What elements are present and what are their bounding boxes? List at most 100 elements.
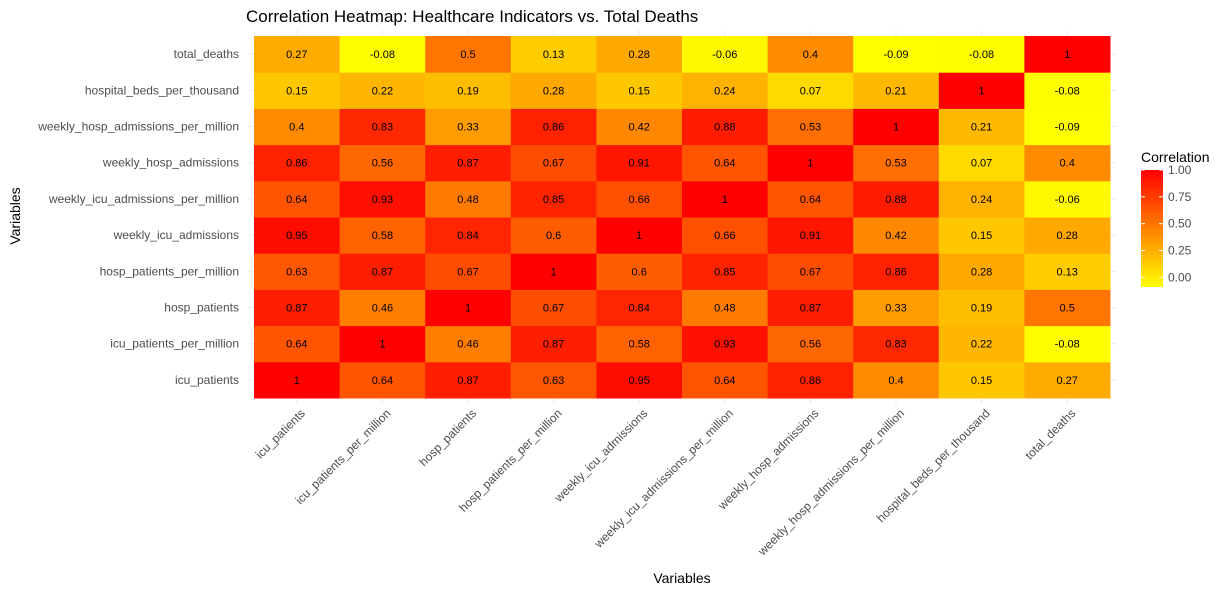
y-axis-tick-label: weekly_icu_admissions_per_million: [48, 192, 239, 206]
heatmap-cell: [510, 325, 597, 363]
heatmap-cell-label: 0.19: [971, 303, 992, 315]
heatmap-cell-label: 0.28: [543, 85, 564, 97]
heatmap-cell-label: 0.27: [1056, 375, 1077, 387]
heatmap-cell-label: 0.27: [286, 49, 307, 61]
heatmap-cell-label: 0.48: [714, 303, 735, 315]
heatmap-cell: [938, 36, 1025, 73]
y-axis-tick-label: weekly_hosp_admissions: [102, 156, 239, 170]
heatmap-cell-label: -0.08: [370, 49, 395, 61]
heatmap-cell-label: 0.87: [800, 303, 821, 315]
heatmap-cell-label: 1: [465, 303, 471, 315]
heatmap-cell-labels: 1 0.64 0.87 0.63 0.95 0.64 0.86 0.4 0.15 0.27 0.64…: [286, 49, 1080, 387]
heatmap-cell: [767, 361, 854, 399]
heatmap-cell: [596, 108, 683, 146]
y-axis-tick-labels: icu_patients icu_patients_per_million hosp…: [37, 47, 239, 387]
heatmap-cell: [510, 144, 597, 182]
heatmap-cell-label: 0.28: [628, 49, 649, 61]
heatmap-cell: [853, 36, 940, 73]
heatmap-cell: [938, 361, 1025, 399]
heatmap-cell-label: 0.5: [1060, 303, 1075, 315]
heatmap-cell: [853, 289, 940, 327]
legend-tick-label: 1.00: [1168, 163, 1192, 177]
heatmap-cell: [596, 72, 683, 109]
y-axis-tick-label: hospital_beds_per_thousand: [85, 83, 239, 97]
heatmap-cell: [938, 72, 1025, 109]
x-axis-tick-label: total_deaths: [1022, 406, 1078, 462]
heatmap-cell-label: 0.67: [543, 158, 564, 170]
heatmap-cell: [682, 325, 769, 363]
heatmap-cell: [596, 217, 683, 254]
heatmap-cell-label: 0.67: [800, 266, 821, 278]
y-axis-tick-label: weekly_hosp_admissions_per_million: [37, 120, 239, 134]
chart-title: Correlation Heatmap: Healthcare Indicato…: [246, 7, 698, 26]
x-axis-tick-label: icu_patients_per_million: [293, 406, 394, 507]
heatmap-cell-label: 0.83: [885, 339, 906, 351]
heatmap-cell: [938, 217, 1025, 254]
heatmap-cell-label: 0.5: [460, 49, 475, 61]
heatmap-cell: [938, 325, 1025, 363]
heatmap-cell: [596, 361, 683, 399]
heatmap-cell: [938, 180, 1025, 218]
heatmap-cell-label: -0.08: [1055, 85, 1080, 97]
heatmap-cell: [1024, 72, 1111, 109]
heatmap-cell: [425, 325, 512, 363]
legend-title: Correlation: [1141, 149, 1209, 165]
heatmap-cell: [853, 217, 940, 254]
heatmap-cell-label: 0.33: [457, 122, 478, 134]
heatmap-cell-label: 0.87: [286, 303, 307, 315]
heatmap-cell-label: 0.07: [800, 85, 821, 97]
heatmap-cell-label: 0.22: [971, 339, 992, 351]
heatmap-cell: [425, 217, 512, 254]
heatmap-cell: [853, 108, 940, 146]
heatmap-cell: [425, 36, 512, 73]
heatmap-cell-label: 0.64: [286, 194, 307, 206]
heatmap-cell-label: -0.09: [1055, 122, 1080, 134]
heatmap-cell: [682, 253, 769, 290]
heatmap-cell-label: 0.66: [714, 230, 735, 242]
heatmap-cell-label: 0.28: [1056, 230, 1077, 242]
heatmap-cell: [682, 289, 769, 327]
heatmap-cell-label: 0.48: [457, 194, 478, 206]
heatmap-cell-label: 0.58: [372, 230, 393, 242]
heatmap-cell: [510, 253, 597, 290]
heatmap-cell: [254, 325, 341, 363]
heatmap-cell-label: 0.4: [803, 49, 818, 61]
heatmap-cell-label: 0.64: [714, 375, 735, 387]
heatmap-cell: [1024, 180, 1111, 218]
heatmap-cell-label: 0.64: [286, 339, 307, 351]
y-axis-tick-label: hosp_patients_per_million: [100, 264, 239, 278]
heatmap-cell: [596, 325, 683, 363]
heatmap-cell-label: 0.64: [372, 375, 393, 387]
heatmap-cell: [425, 180, 512, 218]
heatmap-cell: [682, 72, 769, 109]
heatmap-cell-label: 1: [807, 158, 813, 170]
heatmap-cell: [425, 108, 512, 146]
heatmap-cell-label: 0.88: [885, 194, 906, 206]
heatmap-cell: [1024, 217, 1111, 254]
heatmap-cell-label: 0.86: [885, 266, 906, 278]
heatmap-cell-label: 0.15: [971, 375, 992, 387]
heatmap-cell-label: 0.91: [800, 230, 821, 242]
heatmap-cell: [1024, 108, 1111, 146]
y-axis-tick-label: total_deaths: [174, 47, 239, 61]
heatmap-cell-label: 0.19: [457, 85, 478, 97]
heatmap-cell-label: 0.95: [286, 230, 307, 242]
heatmap-cell-label: 0.87: [457, 375, 478, 387]
heatmap-cell-label: 0.13: [1056, 266, 1077, 278]
heatmap-cell-label: 0.87: [372, 266, 393, 278]
heatmap-cell-label: 0.15: [971, 230, 992, 242]
heatmap-cell-label: 0.42: [885, 230, 906, 242]
heatmap-cell: [853, 253, 940, 290]
x-axis-tick-label: weekly_icu_admissions_per_million: [591, 406, 736, 551]
heatmap-cell: [1024, 361, 1111, 399]
heatmap-cell-label: 0.21: [885, 85, 906, 97]
heatmap-cell: [682, 36, 769, 73]
heatmap-cell: [1024, 325, 1111, 363]
heatmap-cell: [767, 108, 854, 146]
legend-tick-label: 0.00: [1168, 270, 1192, 284]
heatmap-cell: [510, 217, 597, 254]
heatmap-cell-label: 0.95: [628, 375, 649, 387]
heatmap-cell-label: 0.88: [714, 122, 735, 134]
heatmap-cell-label: 0.42: [628, 122, 649, 134]
heatmap-cell: [254, 361, 341, 399]
